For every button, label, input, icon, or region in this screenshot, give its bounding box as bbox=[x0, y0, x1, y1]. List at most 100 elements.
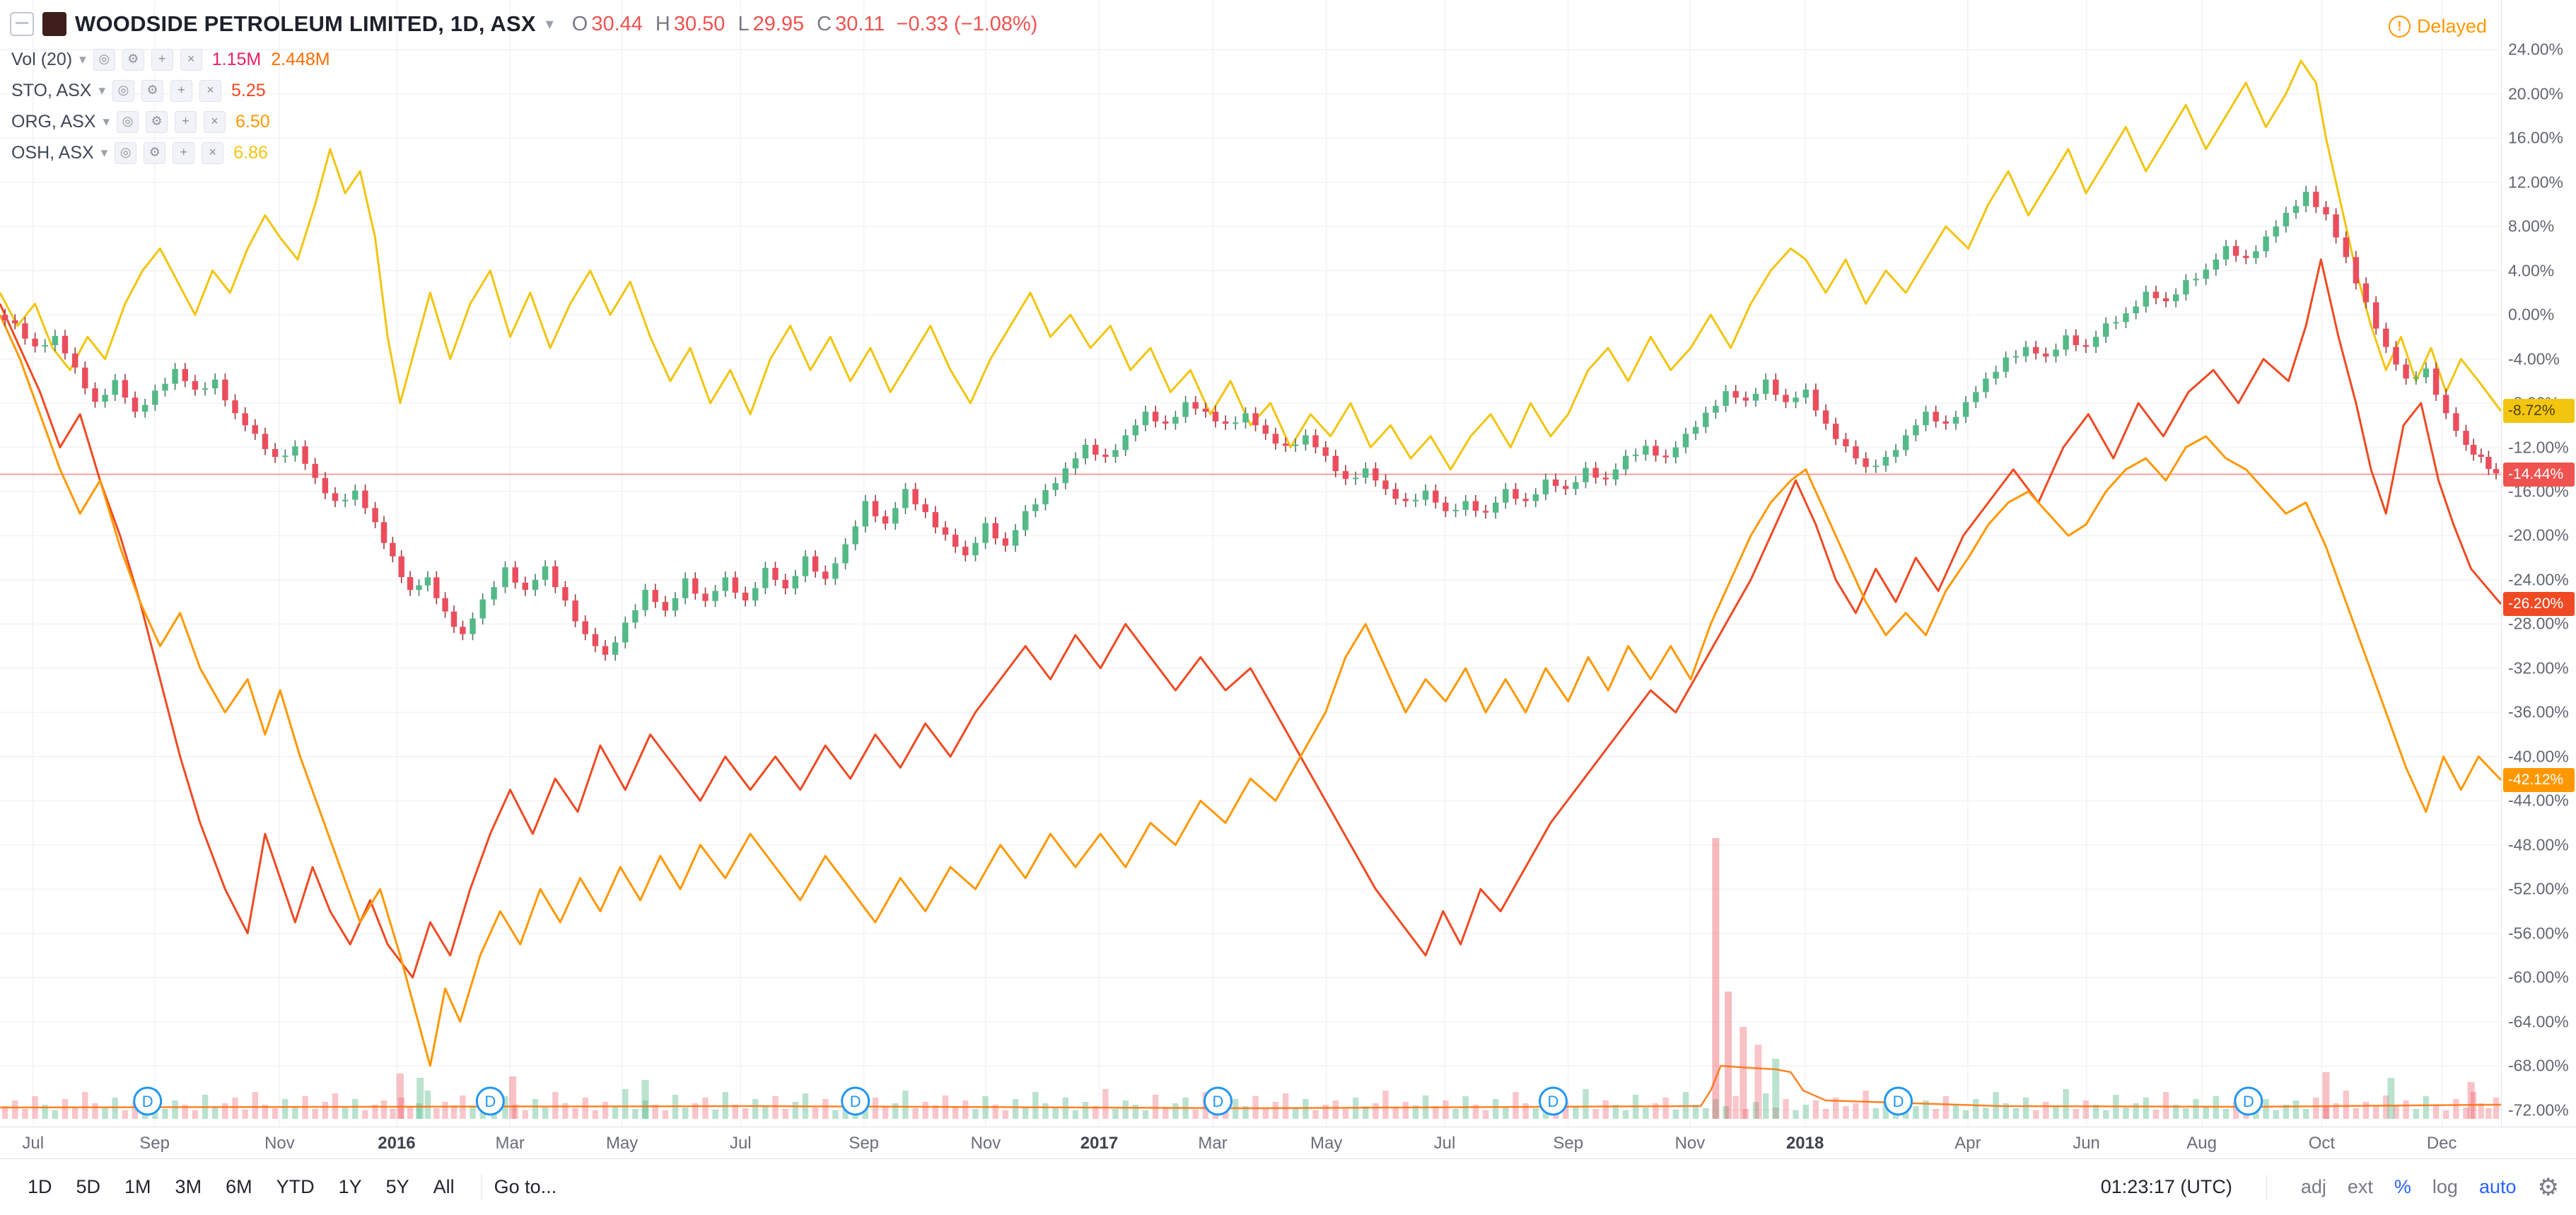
range-button-5d[interactable]: 5D bbox=[76, 1176, 101, 1197]
eye-icon[interactable]: ◎ bbox=[93, 48, 115, 71]
gear-icon[interactable]: ⚙ bbox=[141, 79, 164, 102]
x-tick-label: Mar bbox=[1198, 1134, 1228, 1153]
chevron-down-icon[interactable]: ▾ bbox=[545, 15, 554, 33]
gear-icon[interactable]: ⚙ bbox=[122, 48, 144, 71]
auto-scale-toggle[interactable]: auto bbox=[2478, 1176, 2517, 1197]
range-button-ytd[interactable]: YTD bbox=[276, 1176, 315, 1197]
price-badge: -26.20% bbox=[2503, 592, 2575, 617]
close-icon[interactable]: × bbox=[202, 141, 224, 164]
legend-row-org[interactable]: ORG, ASX ▾ ◎ ⚙ + × 6.50 bbox=[11, 106, 330, 137]
chart-legend: Vol (20) ▾ ◎ ⚙ + × 1.15M 2.448M STO, ASX ▾ ◎ ⚙ + × 5.2… bbox=[11, 44, 330, 168]
ext-toggle[interactable]: ext bbox=[2347, 1176, 2373, 1197]
y-tick-label: 12.00% bbox=[2508, 173, 2564, 192]
gear-icon[interactable]: ⚙ bbox=[146, 110, 168, 133]
range-button-5y[interactable]: 5Y bbox=[385, 1176, 409, 1197]
legend-value: 5.25 bbox=[231, 80, 266, 100]
x-tick-label: Sep bbox=[849, 1134, 880, 1153]
ohlc-values: O 30.44 H 30.50 L 29.95 C 30.11 bbox=[572, 13, 885, 36]
x-tick-label: 2016 bbox=[378, 1134, 416, 1153]
legend-values: 6.50 bbox=[235, 112, 270, 132]
range-button-6m[interactable]: 6M bbox=[226, 1176, 252, 1197]
adj-toggle[interactable]: adj bbox=[2300, 1176, 2326, 1197]
plus-icon[interactable]: + bbox=[170, 79, 193, 102]
x-tick-label: Sep bbox=[139, 1134, 170, 1153]
y-tick-label: 4.00% bbox=[2508, 261, 2555, 280]
legend-row-volume[interactable]: Vol (20) ▾ ◎ ⚙ + × 1.15M 2.448M bbox=[11, 44, 330, 75]
close-icon[interactable]: × bbox=[199, 79, 222, 102]
eye-icon[interactable]: ◎ bbox=[115, 141, 137, 164]
goto-button[interactable]: Go to... bbox=[494, 1176, 557, 1197]
y-tick-label: -20.00% bbox=[2508, 525, 2569, 545]
y-tick-label: -60.00% bbox=[2508, 967, 2569, 987]
y-tick-label: -36.00% bbox=[2508, 702, 2569, 721]
svg-text:D: D bbox=[1213, 1093, 1224, 1110]
chevron-down-icon[interactable]: ▾ bbox=[98, 83, 106, 98]
chevron-down-icon[interactable]: ▾ bbox=[103, 114, 110, 129]
legend-value: 6.50 bbox=[235, 111, 270, 132]
svg-text:D: D bbox=[850, 1093, 861, 1110]
y-tick-label: -12.00% bbox=[2508, 438, 2569, 456]
range-button-3m[interactable]: 3M bbox=[175, 1176, 202, 1197]
svg-text:D: D bbox=[2243, 1093, 2254, 1110]
range-button-1y[interactable]: 1Y bbox=[338, 1176, 362, 1197]
y-tick-label: -64.00% bbox=[2508, 1012, 2569, 1031]
ohlc-pair: H 30.50 bbox=[655, 12, 725, 35]
eye-icon[interactable]: ◎ bbox=[112, 79, 135, 102]
gear-icon[interactable]: ⚙ bbox=[2537, 1173, 2559, 1201]
log-scale-toggle[interactable]: log bbox=[2432, 1176, 2458, 1197]
close-icon[interactable]: × bbox=[180, 48, 202, 71]
legend-value: 1.15M bbox=[211, 49, 262, 69]
x-tick-label: Jul bbox=[22, 1134, 45, 1153]
range-button-all[interactable]: All bbox=[433, 1176, 455, 1197]
x-tick-label: Apr bbox=[1954, 1134, 1981, 1153]
y-tick-label: -24.00% bbox=[2508, 570, 2569, 589]
range-button-1d[interactable]: 1D bbox=[28, 1176, 52, 1197]
legend-row-osh[interactable]: OSH, ASX ▾ ◎ ⚙ + × 6.86 bbox=[11, 137, 330, 168]
y-tick-label: -44.00% bbox=[2508, 791, 2569, 810]
change-value: −0.33 (−1.08%) bbox=[896, 12, 1038, 35]
chevron-down-icon[interactable]: ▾ bbox=[79, 52, 86, 67]
y-tick-label: -4.00% bbox=[2508, 349, 2560, 368]
legend-row-sto[interactable]: STO, ASX ▾ ◎ ⚙ + × 5.25 bbox=[11, 75, 330, 106]
legend-title: Vol (20) bbox=[11, 49, 73, 69]
legend-values: 6.86 bbox=[233, 143, 268, 163]
layout-icon[interactable] bbox=[10, 12, 34, 36]
toolbar-divider bbox=[480, 1174, 482, 1200]
toolbar-right: 01:23:17 (UTC) adj ext % log auto ⚙ bbox=[2101, 1173, 2559, 1202]
delayed-label: Delayed bbox=[2416, 16, 2487, 37]
legend-title: STO, ASX bbox=[11, 80, 92, 100]
price-badge: -14.44% bbox=[2503, 462, 2575, 487]
price-badge: -42.12% bbox=[2503, 767, 2575, 792]
price-axis[interactable]: 24.00% 20.00% 16.00% 12.00% 8.00% 4.00% 0.00% -… bbox=[2501, 0, 2576, 1127]
info-icon: ! bbox=[2388, 16, 2411, 37]
ohlc-pair: C 30.11 bbox=[817, 12, 885, 35]
plus-icon[interactable]: + bbox=[173, 141, 195, 164]
eye-icon[interactable]: ◎ bbox=[117, 110, 139, 133]
toolbar-divider bbox=[2266, 1174, 2267, 1200]
plus-icon[interactable]: + bbox=[175, 110, 197, 133]
plus-icon[interactable]: + bbox=[151, 48, 173, 71]
y-tick-label: -56.00% bbox=[2508, 924, 2569, 943]
chevron-down-icon[interactable]: ▾ bbox=[100, 145, 108, 161]
time-axis[interactable]: Jul Sep Nov 2016 Mar May Jul Sep Nov 2017 Mar May Ju… bbox=[0, 1127, 2576, 1159]
y-tick-label: 8.00% bbox=[2508, 216, 2555, 236]
delayed-chip[interactable]: ! Delayed bbox=[2388, 16, 2487, 37]
x-tick-label: 2017 bbox=[1080, 1134, 1119, 1153]
percent-scale-toggle[interactable]: % bbox=[2394, 1176, 2411, 1197]
close-icon[interactable]: × bbox=[204, 110, 226, 133]
x-tick-label: Aug bbox=[2186, 1134, 2217, 1153]
y-tick-label: -48.00% bbox=[2508, 835, 2569, 854]
range-button-1m[interactable]: 1M bbox=[124, 1176, 151, 1197]
gear-icon[interactable]: ⚙ bbox=[144, 141, 166, 164]
legend-values: 1.15M 2.448M bbox=[212, 50, 330, 70]
x-tick-label: Nov bbox=[264, 1134, 295, 1153]
y-tick-label: 20.00% bbox=[2508, 84, 2564, 103]
clock-label: 01:23:17 (UTC) bbox=[2100, 1176, 2232, 1197]
x-tick-label: Mar bbox=[495, 1134, 525, 1153]
x-tick-label: Nov bbox=[1674, 1134, 1706, 1153]
svg-text:D: D bbox=[484, 1093, 496, 1110]
symbol-title[interactable]: WOODSIDE PETROLEUM LIMITED, 1D, ASX bbox=[75, 11, 536, 36]
x-tick-label: Jul bbox=[1433, 1134, 1456, 1153]
